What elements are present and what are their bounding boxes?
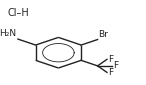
Text: Cl–H: Cl–H [7,8,29,19]
Text: F: F [108,68,113,77]
Text: F: F [113,61,118,70]
Text: H₂N: H₂N [0,29,16,38]
Text: F: F [108,55,113,64]
Text: Br: Br [98,30,108,39]
